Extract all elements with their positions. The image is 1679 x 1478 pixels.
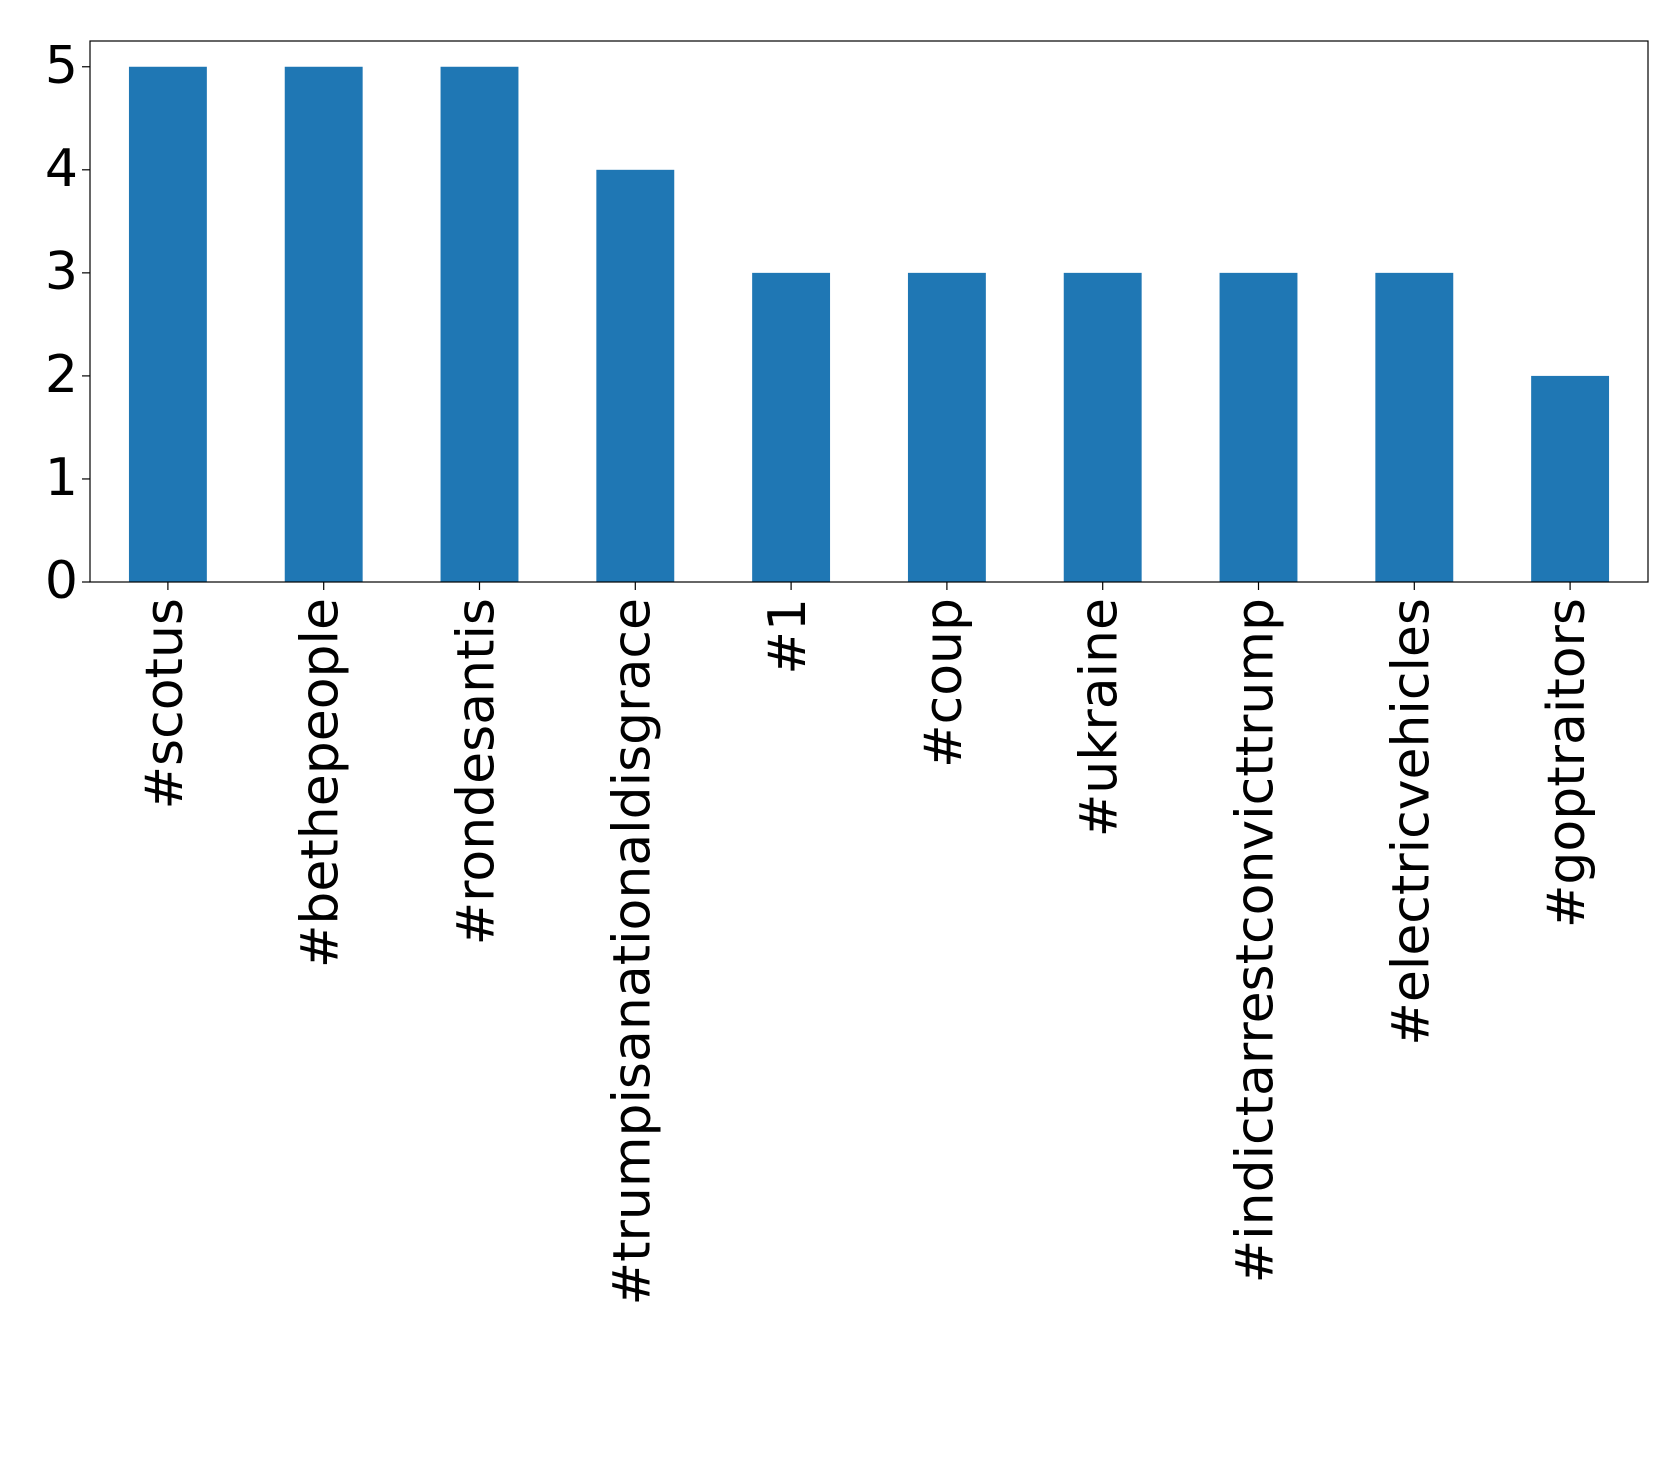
y-tick-label: 2 — [45, 345, 78, 405]
x-tick-label: #trumpisanationaldisgrace — [602, 598, 662, 1305]
x-tick-label: #indictarrestconvicttrump — [1226, 598, 1286, 1283]
y-tick-label: 5 — [45, 36, 78, 96]
bar — [1063, 272, 1142, 582]
bar — [596, 169, 675, 583]
bar — [752, 272, 831, 582]
x-tick-label: #electricvehicles — [1381, 598, 1441, 1046]
y-tick-label: 4 — [45, 139, 78, 199]
bar — [1531, 375, 1610, 582]
bar — [1219, 272, 1298, 582]
bar — [284, 66, 363, 582]
x-tick-label: #rondesantis — [447, 598, 507, 945]
y-tick-label: 3 — [45, 242, 78, 302]
bar — [128, 66, 207, 582]
bar — [440, 66, 519, 582]
y-tick-label: 1 — [45, 448, 78, 508]
x-tick-label: #scotus — [135, 598, 195, 810]
bar — [907, 272, 986, 582]
x-tick-label: #ukraine — [1070, 598, 1130, 837]
y-tick-label: 0 — [45, 551, 78, 611]
plot-frame — [89, 40, 1649, 583]
x-tick-label: #1 — [758, 598, 818, 675]
x-tick-label: #bethepeople — [291, 598, 351, 968]
x-tick-label: #goptraitors — [1537, 598, 1597, 928]
x-tick-label: #coup — [914, 598, 974, 768]
bar — [1375, 272, 1454, 582]
